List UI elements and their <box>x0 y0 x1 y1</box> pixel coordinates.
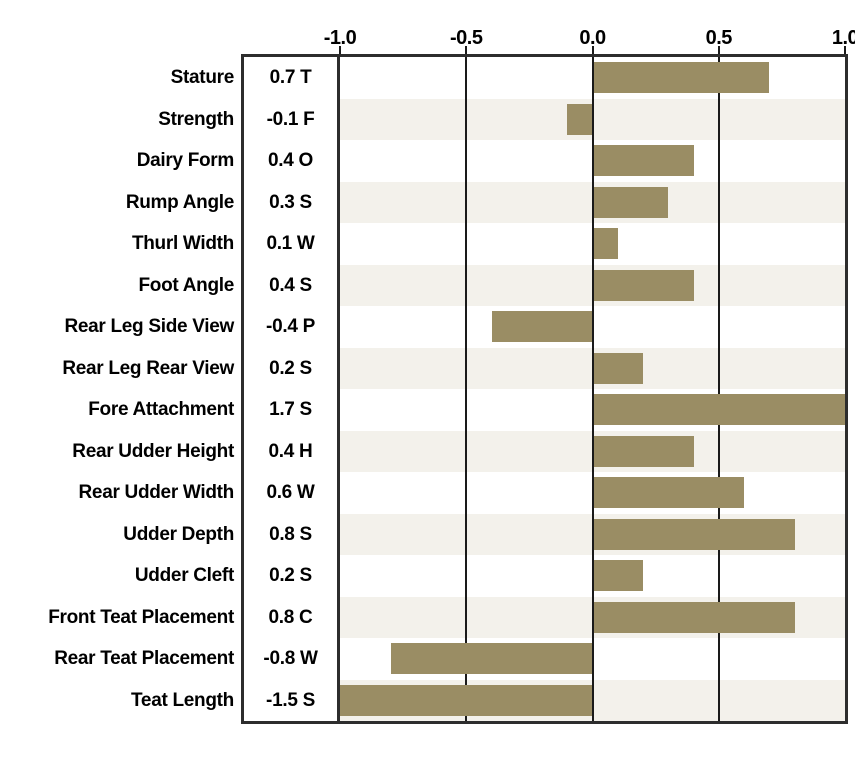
trait-value: 0.4 O <box>268 150 313 171</box>
trait-label: Rear Udder Height <box>72 440 234 462</box>
axis-tick-label: 1.0 <box>831 27 855 49</box>
bar <box>593 269 694 301</box>
bar <box>390 643 592 675</box>
gridline <box>717 57 720 721</box>
bar <box>340 684 592 716</box>
trait-value: 1.7 S <box>269 399 312 420</box>
trait-value: 0.1 W <box>266 233 315 254</box>
trait-label: Rear Udder Width <box>78 482 235 503</box>
bar <box>593 352 643 384</box>
plot-area <box>340 57 845 721</box>
trait-label: Front Teat Placement <box>48 606 234 628</box>
axis-tick-label: 0.5 <box>705 27 733 49</box>
axis-tick-mark <box>339 46 341 55</box>
trait-label: Rear Leg Side View <box>64 316 234 337</box>
trait-label: Foot Angle <box>138 274 235 296</box>
trait-label: Rump Angle <box>125 191 234 213</box>
trait-label: Stature <box>170 67 235 88</box>
trait-value: 0.8 S <box>269 523 312 545</box>
axis-tick-mark <box>591 46 594 55</box>
trait-label: Rear Teat Placement <box>54 648 234 669</box>
trait-label: Rear Leg Rear View <box>62 357 234 379</box>
trait-value: -0.8 W <box>263 648 318 669</box>
axis-tick-mark <box>717 46 720 55</box>
trait-label: Fore Attachment <box>88 399 234 420</box>
bar <box>593 62 770 94</box>
axis-tick-mark <box>844 46 846 55</box>
bar <box>593 228 618 260</box>
trait-value: 0.3 S <box>269 191 312 213</box>
bar <box>593 560 643 592</box>
trait-label: Udder Cleft <box>134 565 234 586</box>
trait-value: 0.6 W <box>266 482 315 503</box>
value-column: 0.7 T -0.1 F 0.4 O 0.3 S 0.1 W 0.4 S -0.4 P 0.2… <box>244 57 337 721</box>
trait-value: -0.1 F <box>266 108 315 130</box>
bar <box>593 186 669 218</box>
axis-tick-label: -0.5 <box>450 27 483 49</box>
value-plot-divider <box>337 57 340 721</box>
bar <box>567 103 592 135</box>
trait-value: -1.5 S <box>266 689 315 711</box>
trait-value: 0.8 C <box>268 606 313 628</box>
trait-label: Thurl Width <box>131 233 234 254</box>
trait-label: Teat Length <box>131 689 234 711</box>
axis-tick-mark <box>465 46 468 55</box>
bar <box>491 311 592 343</box>
trait-label: Strength <box>158 108 234 130</box>
bar <box>593 435 694 467</box>
trait-label: Udder Depth <box>123 523 234 545</box>
trait-value: -0.4 P <box>266 316 315 337</box>
chart-box: 0.7 T -0.1 F 0.4 O 0.3 S 0.1 W 0.4 S -0.4 P 0.2… <box>241 54 848 724</box>
trait-label: Dairy Form <box>136 150 235 171</box>
bar <box>593 518 795 550</box>
trait-value: 0.4 H <box>268 440 313 462</box>
trait-value: 0.7 T <box>269 67 312 88</box>
trait-value: 0.2 S <box>269 565 312 586</box>
bar <box>593 477 744 509</box>
bar <box>593 145 694 177</box>
trait-value: 0.4 S <box>269 274 312 296</box>
bar <box>593 601 795 633</box>
gridline <box>465 57 468 721</box>
axis-tick-label: 0.0 <box>579 27 606 49</box>
bar <box>593 394 845 426</box>
gridline <box>591 57 594 721</box>
axis-tick-label: -1.0 <box>323 27 357 49</box>
trait-value: 0.2 S <box>269 357 312 379</box>
